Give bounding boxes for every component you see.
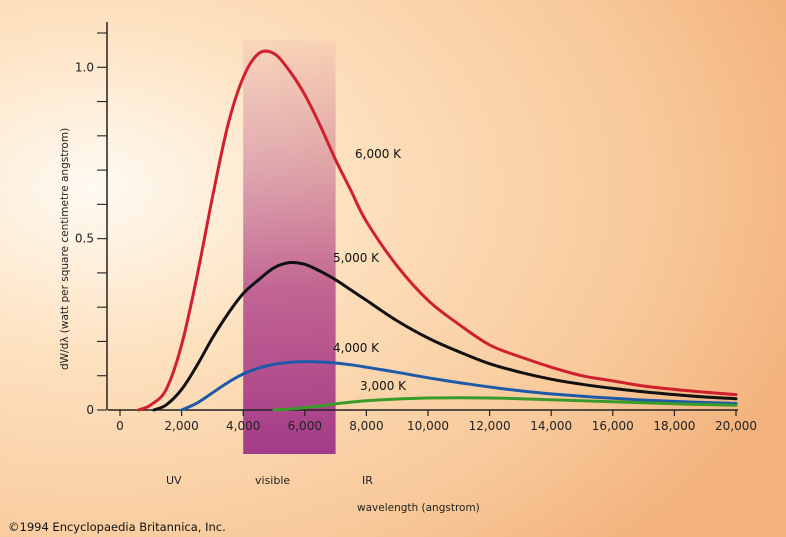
series-label: 6,000 K <box>355 147 402 161</box>
x-tick-label: 0 <box>116 419 124 433</box>
region-label-ir: IR <box>362 474 373 487</box>
visible-band <box>243 40 336 454</box>
copyright-notice: ©1994 Encyclopaedia Britannica, Inc. <box>8 520 226 534</box>
region-label-uv: UV <box>166 474 182 487</box>
x-tick-label: 4,000 <box>226 419 260 433</box>
y-tick-label: 0.5 <box>75 232 94 246</box>
x-tick-label: 10,000 <box>407 419 449 433</box>
series-label: 4,000 K <box>333 341 380 355</box>
x-axis-title: wavelength (angstrom) <box>357 502 480 514</box>
series-label: 3,000 K <box>360 379 407 393</box>
y-axis-title: dW/dλ (watt per square centimetre angstr… <box>59 128 71 370</box>
x-tick-label: 14,000 <box>530 419 572 433</box>
y-tick-label: 1.0 <box>75 60 94 74</box>
y-tick-label: 0 <box>86 403 94 417</box>
x-tick-label: 12,000 <box>469 419 511 433</box>
series-line-5000k <box>152 260 738 412</box>
x-tick-label: 2,000 <box>164 419 198 433</box>
x-tick-label: 6,000 <box>288 419 322 433</box>
series-line-3000k <box>272 396 738 412</box>
series-line-6000k <box>137 49 738 412</box>
x-tick-label: 8,000 <box>349 419 383 433</box>
series-line-4000k <box>180 360 738 412</box>
x-tick-label: 20,000 <box>715 419 757 433</box>
region-label-visible: visible <box>255 474 290 487</box>
x-tick-label: 18,000 <box>653 419 695 433</box>
x-tick-label: 16,000 <box>592 419 634 433</box>
series-label: 5,000 K <box>333 251 380 265</box>
